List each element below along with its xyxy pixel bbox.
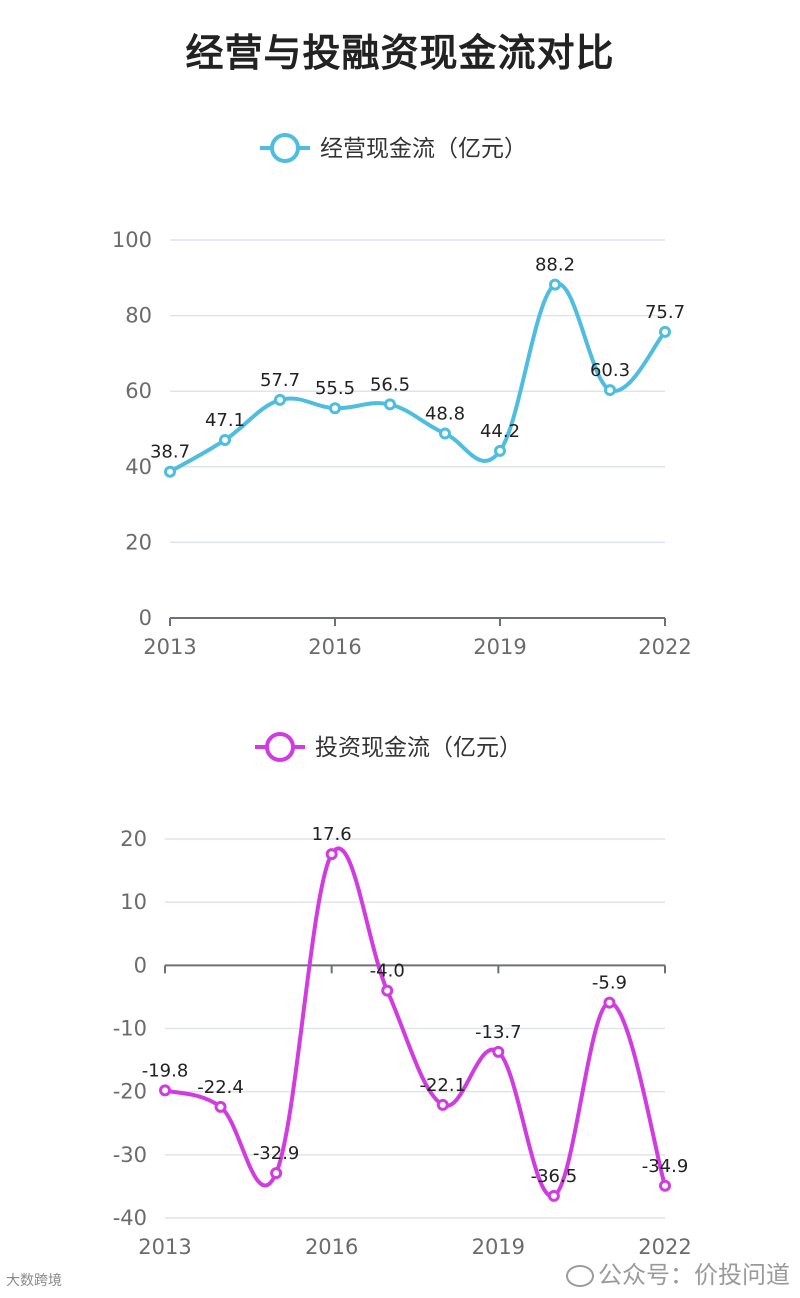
x-tick-label: 2016 bbox=[305, 1235, 358, 1259]
data-point bbox=[381, 984, 394, 997]
data-label: 75.7 bbox=[645, 302, 685, 323]
data-label: -13.7 bbox=[475, 1022, 522, 1043]
data-label: -19.8 bbox=[142, 1060, 189, 1081]
x-tick-label: 2019 bbox=[473, 635, 526, 659]
data-point bbox=[219, 433, 231, 446]
y-tick-label: 0 bbox=[139, 606, 152, 630]
legend: 经营现金流（亿元） bbox=[260, 133, 527, 163]
legend-label: 经营现金流（亿元） bbox=[320, 136, 527, 162]
watermark-right: 公众号：价投问道 bbox=[566, 1255, 790, 1290]
x-tick-label: 2019 bbox=[472, 1235, 525, 1259]
data-point bbox=[603, 996, 616, 1009]
y-tick-label: 20 bbox=[120, 827, 147, 851]
data-point bbox=[274, 393, 286, 406]
operating-cashflow-chart: 经营现金流（亿元） 0 20 40 60 80 100 2013 2016 2019 2022 38.… bbox=[112, 133, 692, 659]
data-label: 47.1 bbox=[205, 410, 245, 431]
data-point bbox=[436, 1098, 449, 1111]
legend-marker bbox=[270, 133, 300, 163]
data-point bbox=[547, 1189, 560, 1202]
legend: 投资现金流（亿元） bbox=[255, 732, 522, 762]
investing-cashflow-chart: 投资现金流（亿元） -40 -30 -20 -10 0 10 20 2013 2016 2019 20… bbox=[113, 732, 692, 1259]
y-tick-label: -30 bbox=[113, 1143, 147, 1167]
data-label: -22.1 bbox=[419, 1075, 466, 1096]
series-line bbox=[164, 846, 667, 1198]
y-tick-label: 100 bbox=[112, 228, 152, 252]
data-label: -36.5 bbox=[531, 1166, 578, 1187]
data-point bbox=[329, 402, 341, 415]
legend-label: 投资现金流（亿元） bbox=[315, 735, 522, 761]
data-point bbox=[492, 1045, 505, 1058]
x-tick-label: 2013 bbox=[143, 635, 196, 659]
data-label: 48.8 bbox=[425, 404, 465, 425]
data-point bbox=[270, 1167, 283, 1180]
page-title: 经营与投融资现金流对比 bbox=[185, 30, 615, 75]
x-tick-label: 2016 bbox=[308, 635, 361, 659]
data-label: 38.7 bbox=[150, 442, 190, 463]
data-point bbox=[659, 1179, 671, 1192]
y-tick-label: -20 bbox=[113, 1080, 147, 1104]
data-point bbox=[164, 465, 176, 478]
legend-marker bbox=[265, 732, 295, 762]
data-point bbox=[325, 848, 338, 861]
data-label: 17.6 bbox=[312, 824, 352, 845]
data-label: -32.9 bbox=[253, 1143, 300, 1164]
data-label: -34.9 bbox=[642, 1156, 689, 1177]
data-label: -5.9 bbox=[592, 973, 627, 994]
y-tick-label: 60 bbox=[125, 379, 152, 403]
wechat-icon bbox=[566, 1265, 594, 1287]
y-tick-label: 0 bbox=[134, 953, 147, 977]
data-label: 60.3 bbox=[590, 360, 630, 381]
data-label: 88.2 bbox=[535, 255, 575, 276]
y-tick-label: 10 bbox=[120, 890, 147, 914]
data-label: -22.4 bbox=[197, 1077, 244, 1098]
data-point bbox=[384, 398, 396, 411]
y-tick-label: -10 bbox=[113, 1017, 147, 1041]
watermark-left: 大数跨境 bbox=[6, 1273, 62, 1289]
data-point bbox=[494, 444, 506, 457]
watermark-right-text: 公众号：价投问道 bbox=[598, 1261, 790, 1289]
data-label: 44.2 bbox=[480, 421, 520, 442]
x-tick-label: 2022 bbox=[638, 1235, 691, 1259]
y-tick-label: 80 bbox=[125, 304, 152, 328]
data-point bbox=[604, 384, 616, 397]
x-tick-label: 2013 bbox=[138, 1235, 191, 1259]
data-label: 57.7 bbox=[260, 370, 300, 391]
data-label: 55.5 bbox=[315, 378, 355, 399]
x-tick-label: 2022 bbox=[638, 635, 691, 659]
data-point bbox=[439, 427, 451, 440]
data-point bbox=[159, 1084, 171, 1097]
data-point bbox=[214, 1100, 227, 1113]
data-label: 56.5 bbox=[370, 374, 410, 395]
data-point bbox=[549, 278, 561, 291]
data-label: -4.0 bbox=[370, 961, 405, 982]
y-tick-label: 20 bbox=[125, 530, 152, 554]
y-tick-label: 40 bbox=[125, 455, 152, 479]
data-point bbox=[659, 325, 671, 338]
y-tick-label: -40 bbox=[113, 1206, 147, 1230]
